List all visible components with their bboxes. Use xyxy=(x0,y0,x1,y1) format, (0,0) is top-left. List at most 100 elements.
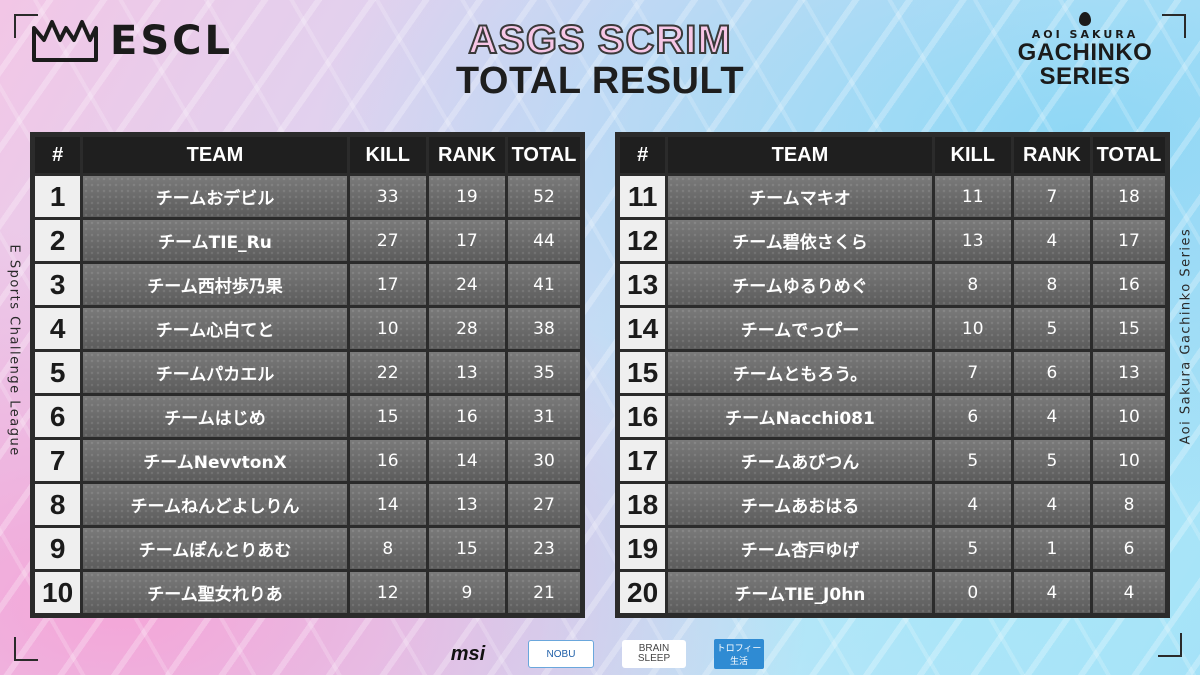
sponsor-nobu-logo: NOBU xyxy=(528,640,594,668)
team-name: チームNacchi081 xyxy=(668,396,932,437)
rank-points: 6 xyxy=(1013,352,1090,393)
kill-value: 14 xyxy=(349,484,426,525)
col-num-header: # xyxy=(620,137,666,173)
rank-number: 3 xyxy=(35,264,81,305)
table-row: 5 チームパカエル 22 13 35 xyxy=(35,352,580,393)
team-name: チームねんどよしりん xyxy=(83,484,347,525)
side-text-right: Aoi Sakura Gachinko Series xyxy=(1178,227,1194,445)
table-row: 9 チームぽんとりあむ 8 15 23 xyxy=(35,528,580,569)
total-points: 31 xyxy=(507,396,580,437)
rank-points: 4 xyxy=(1013,396,1090,437)
kill-value: 17 xyxy=(349,264,426,305)
escl-crown-icon xyxy=(32,20,98,62)
rank-points: 5 xyxy=(1013,440,1090,481)
table-row: 2 チームTIE_Ru 27 17 44 xyxy=(35,220,580,261)
table-row: 7 チームNevvtonX 16 14 30 xyxy=(35,440,580,481)
table-row: 18 チームあおはる 4 4 8 xyxy=(620,484,1165,525)
gachinko-series-logo: AOI SAKURA GACHINKO SERIES xyxy=(1010,12,1160,89)
table-header-row: # TEAM KILL RANK TOTAL xyxy=(620,137,1165,173)
total-points: 18 xyxy=(1092,176,1165,217)
table-row: 15 チームともろう。 7 6 13 xyxy=(620,352,1165,393)
kill-value: 4 xyxy=(934,484,1011,525)
sakura-drop-icon xyxy=(1079,12,1091,26)
rank-number: 9 xyxy=(35,528,81,569)
rank-number: 18 xyxy=(620,484,666,525)
standings-table-right: # TEAM KILL RANK TOTAL 11 チームマキオ 11 7 18 12 チー… xyxy=(615,132,1170,618)
kill-value: 0 xyxy=(934,572,1011,613)
team-name: チームあおはる xyxy=(668,484,932,525)
rank-points: 13 xyxy=(428,484,505,525)
kill-value: 7 xyxy=(934,352,1011,393)
kill-value: 12 xyxy=(349,572,426,613)
rank-points: 19 xyxy=(428,176,505,217)
total-points: 52 xyxy=(507,176,580,217)
team-name: チームTIE_Ru xyxy=(83,220,347,261)
team-name: チームあびつん xyxy=(668,440,932,481)
rank-number: 8 xyxy=(35,484,81,525)
sponsor-msi-logo: msi xyxy=(450,642,486,665)
table-row: 1 チームおデビル 33 19 52 xyxy=(35,176,580,217)
rank-points: 15 xyxy=(428,528,505,569)
rank-number: 5 xyxy=(35,352,81,393)
table-row: 14 チームでっぴー 10 5 15 xyxy=(620,308,1165,349)
trophy-text: トロフィー xyxy=(716,643,762,653)
rank-points: 14 xyxy=(428,440,505,481)
table-row: 16 チームNacchi081 6 4 10 xyxy=(620,396,1165,437)
brain-text: BRAIN xyxy=(638,643,670,654)
col-kill-header: KILL xyxy=(934,137,1011,173)
rank-points: 1 xyxy=(1013,528,1090,569)
table-row: 17 チームあびつん 5 5 10 xyxy=(620,440,1165,481)
table-row: 11 チームマキオ 11 7 18 xyxy=(620,176,1165,217)
table-row: 3 チーム西村歩乃果 17 24 41 xyxy=(35,264,580,305)
col-total-header: TOTAL xyxy=(507,137,580,173)
rank-points: 28 xyxy=(428,308,505,349)
team-name: チームぽんとりあむ xyxy=(83,528,347,569)
rank-points: 8 xyxy=(1013,264,1090,305)
col-num-header: # xyxy=(35,137,81,173)
corner-bracket xyxy=(14,14,38,38)
series-top-text: AOI SAKURA xyxy=(1031,28,1139,41)
kill-value: 22 xyxy=(349,352,426,393)
escl-logo-text: ESCL xyxy=(110,18,233,64)
escl-logo: ESCL xyxy=(30,18,233,64)
kill-value: 5 xyxy=(934,528,1011,569)
rank-number: 14 xyxy=(620,308,666,349)
rank-number: 13 xyxy=(620,264,666,305)
kill-value: 5 xyxy=(934,440,1011,481)
kill-value: 10 xyxy=(934,308,1011,349)
kill-value: 10 xyxy=(349,308,426,349)
total-points: 15 xyxy=(1092,308,1165,349)
total-points: 21 xyxy=(507,572,580,613)
team-name: チーム西村歩乃果 xyxy=(83,264,347,305)
sponsor-trophy-logo: トロフィー 生活 xyxy=(714,639,764,669)
rank-points: 24 xyxy=(428,264,505,305)
rank-number: 6 xyxy=(35,396,81,437)
rank-number: 11 xyxy=(620,176,666,217)
total-points: 16 xyxy=(1092,264,1165,305)
seikatsu-text: 生活 xyxy=(729,656,748,666)
total-points: 10 xyxy=(1092,440,1165,481)
corner-bracket xyxy=(1162,14,1186,38)
kill-value: 27 xyxy=(349,220,426,261)
rank-points: 5 xyxy=(1013,308,1090,349)
total-points: 27 xyxy=(507,484,580,525)
team-name: チーム聖女れりあ xyxy=(83,572,347,613)
rank-number: 1 xyxy=(35,176,81,217)
rank-number: 7 xyxy=(35,440,81,481)
team-name: チームマキオ xyxy=(668,176,932,217)
team-name: チーム杏戸ゆげ xyxy=(668,528,932,569)
title-line-2: TOTAL RESULT xyxy=(455,60,745,102)
kill-value: 6 xyxy=(934,396,1011,437)
col-team-header: TEAM xyxy=(668,137,932,173)
title-line-1: ASGS SCRIM xyxy=(467,17,732,63)
rank-number: 15 xyxy=(620,352,666,393)
rank-points: 4 xyxy=(1013,484,1090,525)
kill-value: 15 xyxy=(349,396,426,437)
standings-table-left: # TEAM KILL RANK TOTAL 1 チームおデビル 33 19 52 2 チー… xyxy=(30,132,585,618)
kill-value: 8 xyxy=(349,528,426,569)
col-total-header: TOTAL xyxy=(1092,137,1165,173)
rank-points: 7 xyxy=(1013,176,1090,217)
sponsor-bar: msi NOBU BRAIN SLEEP トロフィー 生活 xyxy=(0,639,1200,669)
corner-bracket xyxy=(1158,633,1182,657)
total-points: 13 xyxy=(1092,352,1165,393)
